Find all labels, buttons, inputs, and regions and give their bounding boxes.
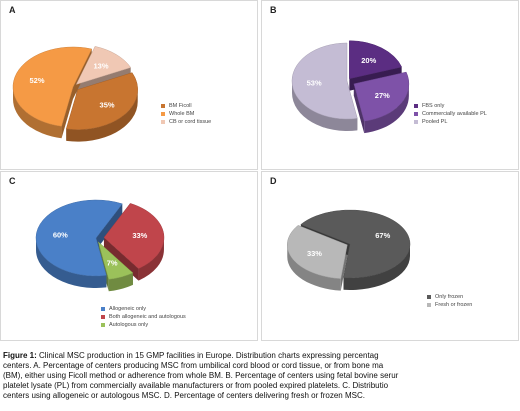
caption-line-2: centers. A. Percentage of centers produc… bbox=[3, 361, 519, 371]
caption-figure-label: Figure 1: bbox=[3, 351, 37, 360]
caption-line-1: Figure 1: Clinical MSC production in 15 … bbox=[3, 351, 519, 361]
panel-label-d: D bbox=[270, 176, 277, 186]
legend-label: Only frozen bbox=[435, 294, 464, 300]
pie-value-label-b-2: 27% bbox=[375, 91, 390, 100]
pie-chart-b: 20% 27% 53% bbox=[291, 40, 410, 134]
legend-swatch bbox=[414, 112, 418, 116]
pie-slice-a-1 bbox=[65, 72, 138, 130]
pie-slice-b-2 bbox=[353, 71, 410, 122]
pie-slice-b-3 bbox=[291, 42, 358, 120]
caption-line-5: centers using allogeneic or autologous M… bbox=[3, 391, 519, 401]
panel-label-b: B bbox=[270, 5, 277, 15]
legend-swatch bbox=[427, 295, 431, 299]
legend-label: Pooled PL bbox=[422, 119, 448, 125]
pie-slice-c-3 bbox=[97, 241, 134, 280]
pie-value-label-d-1: 67% bbox=[375, 231, 390, 240]
figure-caption: Figure 1: Clinical MSC production in 15 … bbox=[3, 351, 519, 411]
pie-slice-side-d-2 bbox=[287, 244, 341, 291]
legend-item-d-2: Fresh or frozen bbox=[427, 301, 472, 309]
caption-text: centers. A. Percentage of centers produc… bbox=[3, 361, 384, 370]
legend-item-a-1: BM Ficoll bbox=[161, 102, 211, 110]
legend-a: BM Ficoll Whole BM CB or cord tissue bbox=[161, 102, 211, 126]
pie-value-label-a-1: 35% bbox=[100, 100, 115, 109]
pie-chart-d: 67% 33% bbox=[287, 209, 411, 291]
legend-swatch bbox=[414, 104, 418, 108]
pie-slice-a-2 bbox=[12, 46, 93, 127]
pie-slice-c-1 bbox=[35, 199, 123, 277]
legend-swatch bbox=[101, 323, 105, 327]
legend-item-c-2: Both allogeneic and autologous bbox=[101, 313, 186, 321]
caption-text: centers using allogeneic or autologous M… bbox=[3, 391, 365, 400]
chart-panel-c: C 60% 33% 7% Allogeneic only Both allogenei… bbox=[0, 171, 258, 341]
pie-slice-side-d-1 bbox=[343, 244, 410, 290]
legend-swatch bbox=[161, 104, 165, 108]
caption-text: platelet lysate (PL) from commercially a… bbox=[3, 381, 389, 390]
chart-panel-a: A 35% 52% 13% BM Ficoll Whole BM CB or cord … bbox=[0, 0, 258, 170]
pie-slice-side-a-2 bbox=[13, 87, 62, 139]
legend-item-b-1: FBS only bbox=[414, 102, 487, 110]
pie-value-label-a-3: 13% bbox=[94, 61, 109, 70]
legend-label: Both allogeneic and autologous bbox=[109, 314, 186, 320]
caption-line-3: (BM), either using Ficoll method or adhe… bbox=[3, 371, 519, 381]
pie-slice-face-c-1 bbox=[96, 203, 123, 250]
legend-swatch bbox=[427, 303, 431, 307]
legend-label: CB or cord tissue bbox=[169, 119, 212, 125]
chart-panel-b: B 20% 27% 53% FBS only Commercially availab… bbox=[261, 0, 519, 170]
legend-label: Commercially available PL bbox=[422, 111, 487, 117]
pie-slice-side-c-3 bbox=[108, 272, 133, 292]
pie-slice-d-2 bbox=[287, 225, 348, 279]
pie-slice-side-b-3 bbox=[292, 81, 358, 131]
legend-item-a-3: CB or cord tissue bbox=[161, 118, 211, 126]
pie-value-label-d-2: 33% bbox=[307, 249, 322, 258]
pie-slice-d-1 bbox=[300, 209, 411, 279]
pie-slice-c-2 bbox=[103, 203, 165, 269]
legend-label: BM Ficoll bbox=[169, 103, 192, 109]
legend-item-b-2: Commercially available PL bbox=[414, 110, 487, 118]
caption-line-4: platelet lysate (PL) from commercially a… bbox=[3, 381, 519, 391]
pie-slice-face-b-2 bbox=[353, 83, 365, 134]
pie-value-label-c-3: 7% bbox=[107, 258, 118, 267]
pie-chart-c: 60% 33% 7% bbox=[35, 199, 165, 292]
pie-value-label-c-1: 60% bbox=[53, 230, 68, 239]
legend-item-c-1: Allogeneic only bbox=[101, 305, 186, 313]
legend-item-d-1: Only frozen bbox=[427, 293, 472, 301]
legend-swatch bbox=[161, 120, 165, 124]
legend-label: Allogeneic only bbox=[109, 306, 146, 312]
pie-slice-side-b-2 bbox=[364, 83, 409, 134]
pie-slice-side-a-1 bbox=[66, 89, 138, 142]
pie-slice-face-d-2 bbox=[340, 244, 348, 291]
legend-b: FBS only Commercially available PL Pooled … bbox=[414, 102, 487, 126]
pie-chart-a: 35% 52% 13% bbox=[12, 46, 138, 142]
legend-label: Fresh or frozen bbox=[435, 302, 473, 308]
legend-item-a-2: Whole BM bbox=[161, 110, 211, 118]
pie-slice-a-3 bbox=[75, 46, 132, 85]
legend-item-c-3: Autologous only bbox=[101, 321, 186, 329]
legend-swatch bbox=[161, 112, 165, 116]
pie-value-label-a-2: 52% bbox=[29, 76, 44, 85]
pie-value-label-b-1: 20% bbox=[361, 56, 376, 65]
legend-swatch bbox=[101, 307, 105, 311]
legend-label: Autologous only bbox=[109, 322, 149, 328]
legend-swatch bbox=[414, 120, 418, 124]
pie-slice-face-c-2 bbox=[103, 237, 139, 281]
legend-d: Only frozen Fresh or frozen bbox=[427, 293, 472, 309]
legend-c: Allogeneic only Both allogeneic and autol… bbox=[101, 305, 186, 329]
pie-slice-b-1 bbox=[349, 40, 403, 80]
caption-text: Clinical MSC production in 15 GMP facili… bbox=[36, 351, 379, 360]
pie-value-label-c-2: 33% bbox=[132, 231, 147, 240]
pie-value-label-b-3: 53% bbox=[307, 79, 322, 88]
chart-panel-d: D 67% 33% Only frozen Fresh or frozen bbox=[261, 171, 519, 341]
legend-item-b-3: Pooled PL bbox=[414, 118, 487, 126]
caption-text: (BM), either using Ficoll method or adhe… bbox=[3, 371, 399, 380]
pie-slice-face-a-2 bbox=[61, 87, 73, 139]
legend-swatch bbox=[101, 315, 105, 319]
legend-label: FBS only bbox=[422, 103, 445, 109]
legend-label: Whole BM bbox=[169, 111, 195, 117]
panel-label-a: A bbox=[9, 5, 16, 15]
pie-slice-side-c-1 bbox=[36, 238, 107, 288]
panel-label-c: C bbox=[9, 176, 16, 186]
pie-slice-side-c-2 bbox=[138, 237, 164, 281]
